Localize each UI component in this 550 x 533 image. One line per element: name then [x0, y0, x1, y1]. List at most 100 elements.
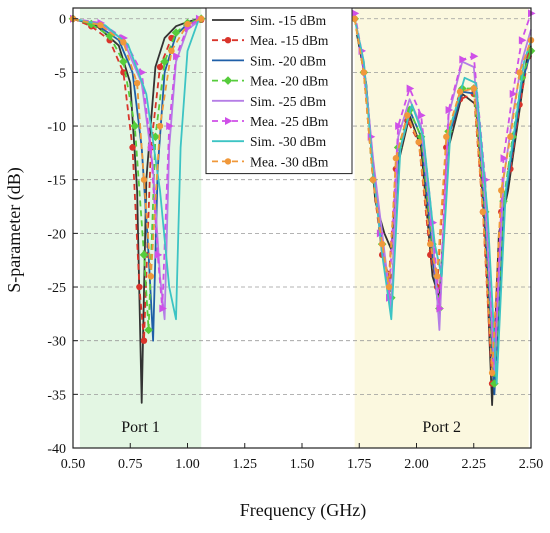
data-point-6-port2-10: [445, 105, 454, 114]
axes: 0.50 0.75 1.00 1.25 1.50 1.75 2.00 2.25 2.50 0 -5 -…: [47, 7, 544, 472]
legend-item-6: Mea. -25 dBm: [212, 114, 329, 129]
legend-label-7: Sim. -30 dBm: [250, 134, 327, 149]
data-point-8-port2-6: [404, 112, 411, 119]
x-tick-label-7: 2.25: [462, 457, 487, 472]
x-tick-label-0: 0.50: [61, 457, 86, 472]
data-point-8-port1-8: [184, 20, 191, 28]
y-axis-title: S-parameter (dB): [4, 167, 25, 292]
data-point-8-port1-5: [147, 273, 155, 280]
data-point-6-port2-18: [528, 9, 536, 18]
data-point-4-port1-6: [144, 325, 153, 335]
data-point-6-port1-6: [159, 304, 167, 313]
data-point-4-port1-5: [139, 250, 149, 260]
data-point-2-port1-4: [129, 144, 136, 151]
data-point-2-port1-6: [140, 337, 148, 344]
legend-label-8: Mea. -30 dBm: [250, 154, 329, 169]
data-point-6-port2-9: [436, 304, 444, 313]
series-8: [69, 15, 535, 377]
data-point-6-port2-12: [470, 52, 479, 61]
series-line-7-port2: [353, 18, 532, 385]
data-point-8-port2-2: [369, 176, 377, 183]
data-point-8-port2-12: [470, 85, 477, 92]
data-point-6-port2-11: [459, 55, 467, 64]
legend-label-6: Mea. -25 dBm: [250, 114, 329, 129]
series-line-8-port1: [72, 17, 202, 278]
data-point-4-port2-7: [416, 132, 426, 142]
legend: Sim. -15 dBm Mea. -15 dBm Sim. -20 dBm Mea.…: [205, 7, 353, 175]
series-7: [72, 17, 532, 385]
x-tick-label-1: 0.75: [118, 457, 143, 472]
region-label-1: Port 1: [121, 419, 160, 436]
x-tick-label-6: 2.00: [404, 457, 429, 472]
x-tick-label-4: 1.50: [290, 457, 315, 472]
data-point-6-port1-5: [154, 250, 163, 259]
data-point-8-port1-4: [140, 176, 148, 183]
data-point-4-port1-3: [119, 57, 128, 66]
legend-item-2: Mea. -15 dBm: [212, 33, 329, 48]
legend-label-5: Sim. -25 dBm: [250, 94, 327, 109]
data-point-8-port2-4: [385, 283, 393, 291]
data-point-6-port2-0: [351, 9, 360, 18]
legend-item-1: Sim. -15 dBm: [212, 13, 327, 28]
legend-label-4: Mea. -20 dBm: [250, 74, 329, 89]
data-point-8-port2-9: [433, 273, 441, 280]
legend-item-3: Sim. -20 dBm: [212, 53, 327, 68]
legend-label-3: Sim. -20 dBm: [250, 53, 327, 68]
data-point-8-port2-17: [516, 69, 523, 76]
x-tick-label-8: 2.50: [519, 457, 544, 472]
legend-marker-8: [224, 158, 232, 165]
data-point-6-port1-4: [147, 143, 156, 152]
data-point-4-port1-4: [130, 121, 140, 131]
series-line-6-port1: [72, 17, 200, 310]
data-point-8-port2-13: [479, 208, 487, 216]
data-point-6-port2-17: [518, 36, 527, 45]
data-point-8-port2-11: [456, 88, 464, 95]
data-point-6-port2-7: [418, 111, 426, 120]
legend-item-5: Sim. -25 dBm: [212, 94, 327, 109]
y-tick-label-0: 0: [59, 13, 66, 28]
y-tick-label-5: -25: [47, 281, 66, 296]
data-point-8-port2-14: [488, 369, 496, 377]
x-axis-title: Frequency (GHz): [240, 500, 366, 521]
data-point-8-port2-0: [351, 15, 358, 22]
legend-item-7: Sim. -30 dBm: [212, 134, 327, 149]
y-tick-label-3: -15: [47, 174, 66, 189]
legend-label-1: Sim. -15 dBm: [250, 13, 327, 28]
data-point-8-port2-15: [498, 187, 505, 194]
series-group: [68, 9, 536, 407]
data-point-6-port2-5: [395, 122, 403, 131]
y-tick-label-8: -40: [47, 442, 66, 457]
legend-item-8: Mea. -30 dBm: [212, 154, 329, 169]
legend-box: [205, 7, 353, 175]
data-point-4-port2-14: [490, 379, 499, 388]
data-point-8-port2-7: [415, 138, 422, 146]
data-point-8-port2-3: [378, 240, 386, 248]
data-point-4-port1-8: [160, 57, 169, 66]
data-point-8-port1-3: [133, 79, 141, 87]
data-point-2-port1-8: [156, 63, 164, 71]
legend-label-2: Mea. -15 dBm: [250, 33, 329, 48]
data-point-8-port1-6: [156, 122, 164, 130]
data-point-8-port1-7: [168, 47, 175, 55]
data-point-6-port1-3: [138, 68, 147, 77]
legend-marker-4: [223, 76, 233, 85]
region-label-2: Port 2: [422, 419, 461, 436]
data-point-8-port1-9: [198, 15, 205, 22]
data-point-8-port1-2: [120, 39, 127, 46]
data-point-8-port2-5: [392, 155, 400, 162]
data-point-8-port2-10: [443, 133, 450, 140]
y-tick-label-2: -10: [47, 120, 66, 135]
data-point-6-port2-16: [509, 89, 518, 98]
data-point-6-port1-7: [166, 122, 174, 131]
data-point-6-port2-6: [406, 84, 415, 93]
data-point-2-port1-5: [136, 283, 143, 291]
data-point-8-port2-8: [427, 240, 434, 248]
series-line-1-port1: [72, 17, 200, 404]
data-point-6-port1-8: [173, 52, 181, 61]
legend-item-4: Mea. -20 dBm: [212, 74, 329, 89]
data-point-4-port2-15: [499, 196, 508, 206]
series-line-7-port1: [72, 17, 200, 321]
legend-marker-2: [224, 37, 232, 44]
